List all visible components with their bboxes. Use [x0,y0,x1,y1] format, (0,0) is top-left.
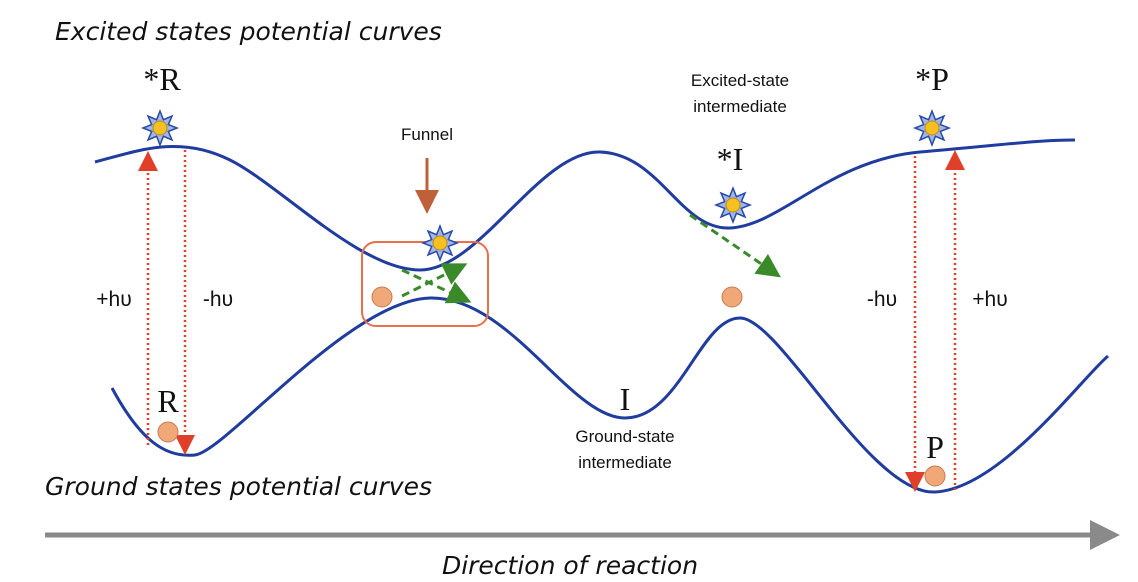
photon-label: -hυ [867,288,897,311]
ground-title: Ground states potential curves [45,472,432,501]
state-label: I [620,381,631,417]
ground-curve [110,296,1109,494]
excited-molecule [140,108,180,148]
ground-molecule [157,421,179,443]
ground-molecule [371,286,393,308]
crossing-arrow [401,268,472,304]
photon-label: +hυ [972,288,1007,311]
ground-molecule [924,465,946,487]
ground-intermediate-label: intermediate [578,453,672,472]
excited-molecule [420,223,460,263]
excited-intermediate-label: intermediate [693,97,787,116]
excited-intermediate-label: Excited-state [691,71,789,90]
ground-molecule [721,286,743,308]
crossing-arrow [401,263,468,298]
state-label: *P [915,61,949,97]
excited-title: Excited states potential curves [55,17,442,46]
photon-label: -hυ [203,288,233,311]
ground-intermediate-label: Ground-state [575,427,674,446]
state-label: R [157,383,179,419]
state-label: P [926,429,944,465]
excited-molecule [713,185,753,225]
excited-molecule [912,108,952,148]
funnel-label: Funnel [401,125,453,144]
state-label: *I [717,141,744,177]
photon-label: +hυ [96,288,131,311]
decay-arrow [689,213,781,278]
direction-label: Direction of reaction [442,551,698,580]
state-label: *R [143,61,181,97]
excited-curve [94,138,1076,272]
